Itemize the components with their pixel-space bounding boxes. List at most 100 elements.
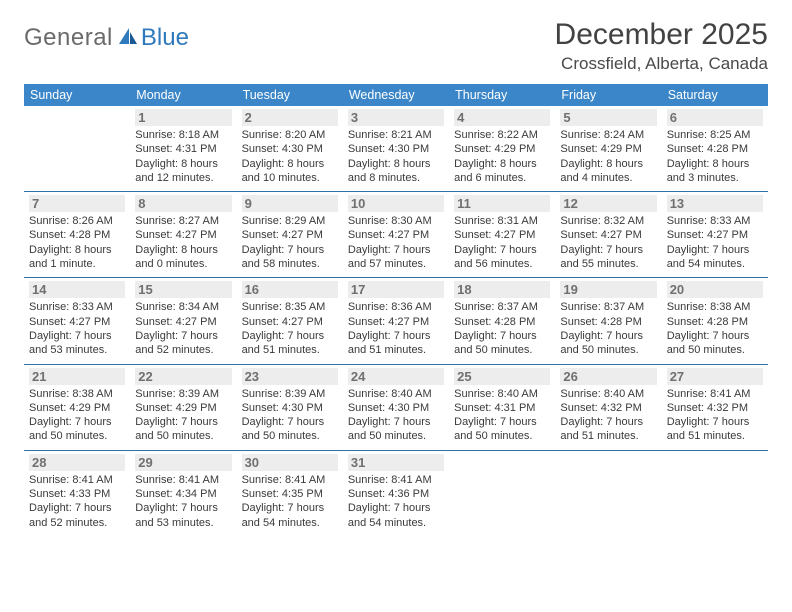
day-number: 28	[29, 454, 125, 471]
weekday-header: Friday	[555, 84, 661, 106]
calendar-cell: 18 Sunrise: 8:37 AMSunset: 4:28 PMDayligh…	[449, 278, 555, 364]
calendar-cell: 26 Sunrise: 8:40 AMSunset: 4:32 PMDayligh…	[555, 364, 661, 450]
title-block: December 2025 Crossfield, Alberta, Canad…	[555, 18, 768, 74]
day-details: Sunrise: 8:41 AMSunset: 4:34 PMDaylight:…	[135, 473, 231, 530]
calendar-cell: 31 Sunrise: 8:41 AMSunset: 4:36 PMDayligh…	[343, 450, 449, 536]
calendar-cell: 25 Sunrise: 8:40 AMSunset: 4:31 PMDayligh…	[449, 364, 555, 450]
calendar-cell: 9Sunrise: 8:29 AMSunset: 4:27 PMDaylight…	[237, 192, 343, 278]
day-details: Sunrise: 8:38 AMSunset: 4:28 PMDaylight:…	[667, 300, 763, 357]
calendar-cell	[662, 450, 768, 536]
page-header: General Blue December 2025 Crossfield, A…	[24, 18, 768, 74]
day-details: Sunrise: 8:31 AMSunset: 4:27 PMDaylight:…	[454, 214, 550, 271]
day-number: 8	[135, 195, 231, 212]
day-details: Sunrise: 8:27 AMSunset: 4:27 PMDaylight:…	[135, 214, 231, 271]
calendar-cell: 28 Sunrise: 8:41 AMSunset: 4:33 PMDayligh…	[24, 450, 130, 536]
day-details: Sunrise: 8:36 AMSunset: 4:27 PMDaylight:…	[348, 300, 444, 357]
day-details: Sunrise: 8:26 AMSunset: 4:28 PMDaylight:…	[29, 214, 125, 271]
calendar-cell: 12 Sunrise: 8:32 AMSunset: 4:27 PMDayligh…	[555, 192, 661, 278]
day-details: Sunrise: 8:37 AMSunset: 4:28 PMDaylight:…	[454, 300, 550, 357]
calendar-cell	[24, 106, 130, 192]
day-details: Sunrise: 8:41 AMSunset: 4:32 PMDaylight:…	[667, 387, 763, 444]
day-details: Sunrise: 8:39 AMSunset: 4:29 PMDaylight:…	[135, 387, 231, 444]
weekday-header: Wednesday	[343, 84, 449, 106]
day-details: Sunrise: 8:33 AMSunset: 4:27 PMDaylight:…	[29, 300, 125, 357]
calendar-cell: 1 Sunrise: 8:18 AMSunset: 4:31 PMDaylight…	[130, 106, 236, 192]
day-number: 18	[454, 281, 550, 298]
day-number: 17	[348, 281, 444, 298]
day-details: Sunrise: 8:41 AMSunset: 4:36 PMDaylight:…	[348, 473, 444, 530]
day-details: Sunrise: 8:22 AMSunset: 4:29 PMDaylight:…	[454, 128, 550, 185]
day-details: Sunrise: 8:35 AMSunset: 4:27 PMDaylight:…	[242, 300, 338, 357]
day-number: 31	[348, 454, 444, 471]
day-details: Sunrise: 8:29 AMSunset: 4:27 PMDaylight:…	[242, 214, 338, 271]
calendar-cell	[555, 450, 661, 536]
weekday-header: Thursday	[449, 84, 555, 106]
calendar-cell: 5 Sunrise: 8:24 AMSunset: 4:29 PMDaylight…	[555, 106, 661, 192]
day-number: 21	[29, 368, 125, 385]
day-number: 25	[454, 368, 550, 385]
brand-part2: Blue	[141, 24, 189, 52]
day-number: 11	[454, 195, 550, 212]
weekday-header: Monday	[130, 84, 236, 106]
weekday-header: Saturday	[662, 84, 768, 106]
calendar-cell: 14 Sunrise: 8:33 AMSunset: 4:27 PMDayligh…	[24, 278, 130, 364]
day-number: 15	[135, 281, 231, 298]
day-number: 29	[135, 454, 231, 471]
day-details: Sunrise: 8:34 AMSunset: 4:27 PMDaylight:…	[135, 300, 231, 357]
day-details: Sunrise: 8:41 AMSunset: 4:33 PMDaylight:…	[29, 473, 125, 530]
day-details: Sunrise: 8:24 AMSunset: 4:29 PMDaylight:…	[560, 128, 656, 185]
calendar-body: 1 Sunrise: 8:18 AMSunset: 4:31 PMDaylight…	[24, 106, 768, 536]
calendar-cell: 20 Sunrise: 8:38 AMSunset: 4:28 PMDayligh…	[662, 278, 768, 364]
calendar-cell: 4Sunrise: 8:22 AMSunset: 4:29 PMDaylight…	[449, 106, 555, 192]
day-number: 1	[135, 109, 231, 126]
day-details: Sunrise: 8:32 AMSunset: 4:27 PMDaylight:…	[560, 214, 656, 271]
calendar-cell: 3Sunrise: 8:21 AMSunset: 4:30 PMDaylight…	[343, 106, 449, 192]
calendar-cell: 21 Sunrise: 8:38 AMSunset: 4:29 PMDayligh…	[24, 364, 130, 450]
day-number: 2	[242, 109, 338, 126]
day-details: Sunrise: 8:33 AMSunset: 4:27 PMDaylight:…	[667, 214, 763, 271]
day-number: 12	[560, 195, 656, 212]
day-number: 22	[135, 368, 231, 385]
day-details: Sunrise: 8:30 AMSunset: 4:27 PMDaylight:…	[348, 214, 444, 271]
calendar-cell: 19Sunrise: 8:37 AMSunset: 4:28 PMDayligh…	[555, 278, 661, 364]
calendar-cell: 11 Sunrise: 8:31 AMSunset: 4:27 PMDayligh…	[449, 192, 555, 278]
calendar-cell: 2 Sunrise: 8:20 AMSunset: 4:30 PMDaylight…	[237, 106, 343, 192]
day-details: Sunrise: 8:40 AMSunset: 4:30 PMDaylight:…	[348, 387, 444, 444]
day-number: 30	[242, 454, 338, 471]
day-details: Sunrise: 8:20 AMSunset: 4:30 PMDaylight:…	[242, 128, 338, 185]
day-number: 20	[667, 281, 763, 298]
calendar-header-row: SundayMondayTuesdayWednesdayThursdayFrid…	[24, 84, 768, 106]
day-number: 14	[29, 281, 125, 298]
calendar-table: SundayMondayTuesdayWednesdayThursdayFrid…	[24, 84, 768, 536]
calendar-cell: 8 Sunrise: 8:27 AMSunset: 4:27 PMDaylight…	[130, 192, 236, 278]
day-number: 10	[348, 195, 444, 212]
day-details: Sunrise: 8:41 AMSunset: 4:35 PMDaylight:…	[242, 473, 338, 530]
day-details: Sunrise: 8:40 AMSunset: 4:32 PMDaylight:…	[560, 387, 656, 444]
day-number: 5	[560, 109, 656, 126]
calendar-cell: 29 Sunrise: 8:41 AMSunset: 4:34 PMDayligh…	[130, 450, 236, 536]
location-label: Crossfield, Alberta, Canada	[555, 54, 768, 74]
day-details: Sunrise: 8:21 AMSunset: 4:30 PMDaylight:…	[348, 128, 444, 185]
calendar-cell: 24 Sunrise: 8:40 AMSunset: 4:30 PMDayligh…	[343, 364, 449, 450]
sail-icon	[117, 26, 139, 51]
calendar-cell	[449, 450, 555, 536]
day-number: 19	[560, 281, 656, 298]
calendar-cell: 6Sunrise: 8:25 AMSunset: 4:28 PMDaylight…	[662, 106, 768, 192]
weekday-header: Sunday	[24, 84, 130, 106]
day-details: Sunrise: 8:18 AMSunset: 4:31 PMDaylight:…	[135, 128, 231, 185]
day-number: 26	[560, 368, 656, 385]
day-details: Sunrise: 8:38 AMSunset: 4:29 PMDaylight:…	[29, 387, 125, 444]
day-details: Sunrise: 8:25 AMSunset: 4:28 PMDaylight:…	[667, 128, 763, 185]
day-details: Sunrise: 8:40 AMSunset: 4:31 PMDaylight:…	[454, 387, 550, 444]
calendar-cell: 7 Sunrise: 8:26 AMSunset: 4:28 PMDaylight…	[24, 192, 130, 278]
brand-logo: General Blue	[24, 24, 189, 52]
calendar-cell: 13 Sunrise: 8:33 AMSunset: 4:27 PMDayligh…	[662, 192, 768, 278]
day-number: 7	[29, 195, 125, 212]
calendar-cell: 27Sunrise: 8:41 AMSunset: 4:32 PMDayligh…	[662, 364, 768, 450]
day-number: 13	[667, 195, 763, 212]
weekday-header: Tuesday	[237, 84, 343, 106]
brand-part1: General	[24, 24, 113, 52]
day-number: 24	[348, 368, 444, 385]
calendar-cell: 30 Sunrise: 8:41 AMSunset: 4:35 PMDayligh…	[237, 450, 343, 536]
day-details: Sunrise: 8:39 AMSunset: 4:30 PMDaylight:…	[242, 387, 338, 444]
